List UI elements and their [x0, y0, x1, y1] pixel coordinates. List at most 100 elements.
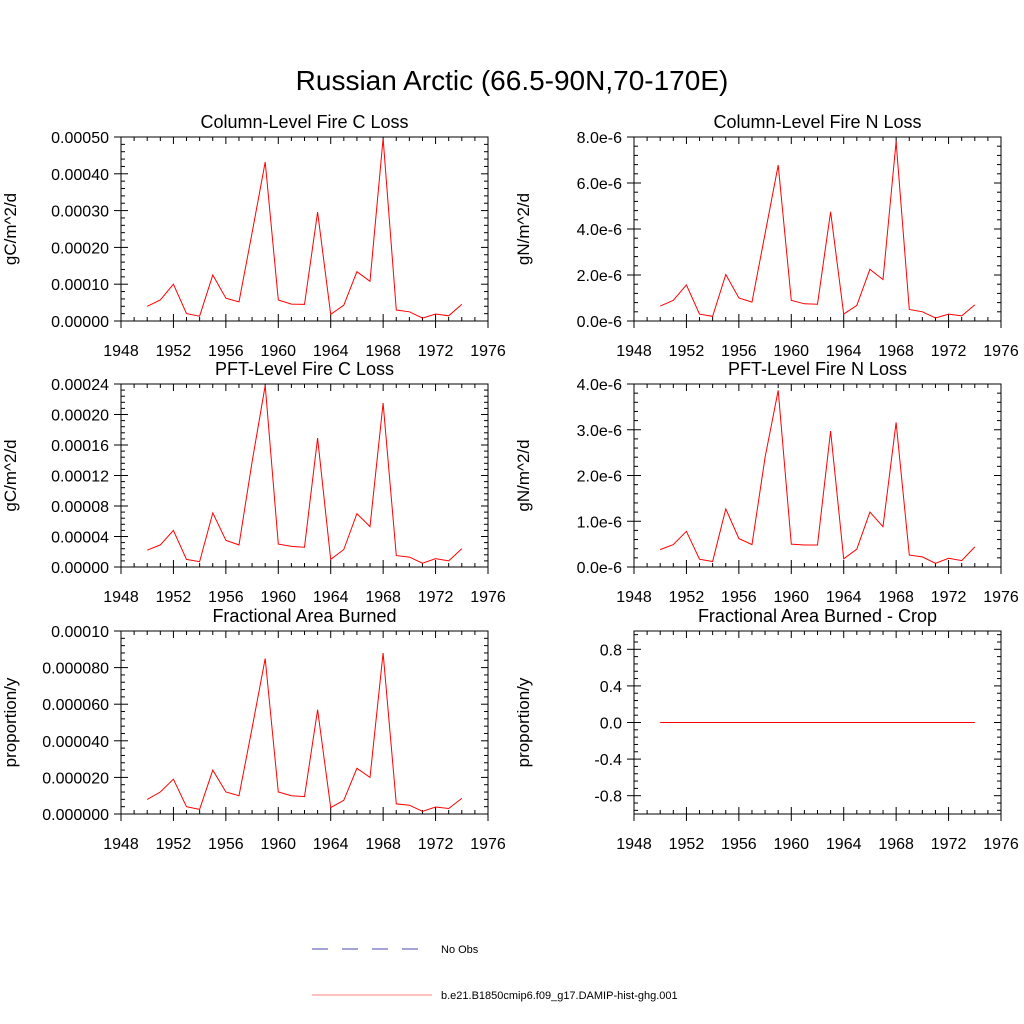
panels: Column-Level Fire C Loss gC/m^2/d 1948 1952…: [1, 112, 1019, 853]
x-tick-label: 1964: [313, 343, 349, 360]
x-tick-label: 1968: [878, 343, 914, 360]
x-tick-label: 1976: [470, 836, 506, 853]
legend-label-model: b.e21.B1850cmip6.f09_g17.DAMIP-hist-ghg.…: [441, 990, 678, 1002]
plot-frame: [633, 136, 1002, 322]
x-tick-label: 1948: [103, 589, 139, 606]
plot-frame: [120, 383, 489, 568]
legend-entry-no-obs: No Obs: [312, 944, 479, 956]
x-tick-label: 1960: [260, 343, 296, 360]
legend-label-no-obs: No Obs: [441, 944, 479, 956]
x-tick-label: 1956: [721, 836, 757, 853]
y-tick-label: 4.0e-6: [577, 222, 622, 239]
x-tick-label: 1956: [208, 836, 244, 853]
y-tick-label: 2.0e-6: [577, 469, 622, 486]
y-axis-label: gN/m^2/d: [514, 193, 533, 265]
x-tick-label: 1972: [418, 343, 454, 360]
y-tick-label: 0.00008: [51, 499, 109, 516]
x-tick-label: 1976: [470, 589, 506, 606]
x-tick-label: 1968: [878, 836, 914, 853]
x-tick-label: 1948: [616, 589, 652, 606]
y-tick-label: 3.0e-6: [577, 423, 622, 440]
y-tick-label: 0.00016: [51, 438, 109, 455]
panel-title: Column-Level Fire N Loss: [713, 112, 921, 132]
y-tick-label: 0.8: [600, 642, 622, 659]
y-tick-label: 0.0: [600, 716, 622, 733]
x-tick-label: 1964: [826, 589, 862, 606]
plot-frame: [120, 136, 489, 322]
panel-pft-level-fire-n-loss: PFT-Level Fire N Loss gN/m^2/d 1948 1952 195…: [514, 359, 1019, 606]
y-axis-label: proportion/y: [514, 677, 533, 767]
x-tick-label: 1952: [156, 589, 192, 606]
panel-fractional-area-burned: Fractional Area Burned proportion/y 1948 19…: [1, 606, 506, 853]
y-tick-label: 0.00010: [51, 277, 109, 294]
x-tick-label: 1948: [616, 343, 652, 360]
x-tick-label: 1976: [470, 343, 506, 360]
x-tick-label: 1956: [208, 343, 244, 360]
y-tick-label: 0.00040: [51, 167, 109, 184]
y-tick-label: 0.00000: [51, 560, 109, 577]
x-tick-label: 1972: [931, 836, 967, 853]
series-line: [146, 138, 463, 319]
figure-title: Russian Arctic (66.5-90N,70-170E): [296, 65, 729, 96]
panel-column-level-fire-c-loss: Column-Level Fire C Loss gC/m^2/d 1948 1952…: [1, 112, 506, 360]
series-line: [659, 141, 976, 319]
plot-frame: [120, 630, 489, 815]
y-tick-label: 2.0e-6: [577, 268, 622, 285]
plot-frame: [633, 383, 1002, 568]
x-tick-label: 1972: [418, 836, 454, 853]
panel-title: Fractional Area Burned - Crop: [698, 606, 937, 626]
y-tick-label: 0.000020: [42, 770, 109, 787]
y-tick-label: 0.000080: [42, 661, 109, 678]
panel-title: Column-Level Fire C Loss: [200, 112, 408, 132]
x-tick-label: 1952: [669, 343, 705, 360]
series-line: [146, 652, 463, 812]
x-tick-label: 1948: [103, 836, 139, 853]
y-axis-label: proportion/y: [1, 677, 20, 767]
y-tick-label: 0.00050: [51, 130, 109, 147]
x-tick-label: 1976: [983, 343, 1019, 360]
x-tick-label: 1952: [669, 589, 705, 606]
x-tick-label: 1952: [669, 836, 705, 853]
series-line: [147, 385, 463, 564]
x-tick-label: 1960: [260, 836, 296, 853]
y-tick-label: 0.00020: [51, 408, 109, 425]
y-tick-label: -0.4: [594, 752, 622, 769]
y-tick-label: 0.00020: [51, 240, 109, 257]
panel-column-level-fire-n-loss: Column-Level Fire N Loss gN/m^2/d 1948 1952…: [514, 112, 1019, 360]
y-axis-label: gC/m^2/d: [1, 439, 20, 511]
y-tick-label: -0.8: [594, 789, 622, 806]
panel-title: PFT-Level Fire C Loss: [215, 359, 394, 379]
x-tick-label: 1972: [931, 343, 967, 360]
x-tick-label: 1948: [103, 343, 139, 360]
panel-title: PFT-Level Fire N Loss: [728, 359, 907, 379]
x-tick-label: 1976: [983, 836, 1019, 853]
panel-fractional-area-burned-crop: Fractional Area Burned - Crop proportion/…: [514, 606, 1019, 853]
x-tick-label: 1964: [826, 836, 862, 853]
x-tick-label: 1956: [721, 343, 757, 360]
y-tick-label: 0.000000: [42, 807, 109, 824]
x-tick-label: 1956: [208, 589, 244, 606]
x-tick-label: 1960: [773, 343, 809, 360]
panel-pft-level-fire-c-loss: PFT-Level Fire C Loss gC/m^2/d 1948 1952 195…: [1, 359, 506, 606]
x-tick-label: 1972: [418, 589, 454, 606]
x-tick-label: 1964: [826, 343, 862, 360]
y-axis-label: gN/m^2/d: [514, 439, 533, 511]
x-tick-label: 1952: [156, 343, 192, 360]
x-tick-label: 1972: [931, 589, 967, 606]
y-tick-label: 6.0e-6: [577, 176, 622, 193]
x-tick-label: 1956: [721, 589, 757, 606]
x-tick-label: 1968: [365, 343, 401, 360]
series-line: [660, 390, 976, 564]
y-tick-label: 0.0e-6: [577, 314, 622, 331]
legend-entry-model: b.e21.B1850cmip6.f09_g17.DAMIP-hist-ghg.…: [312, 990, 678, 1002]
legend: No Obs b.e21.B1850cmip6.f09_g17.DAMIP-hi…: [312, 944, 678, 1002]
y-tick-label: 0.4: [600, 679, 622, 696]
x-tick-label: 1964: [313, 836, 349, 853]
y-tick-label: 0.00010: [51, 624, 109, 641]
panel-title: Fractional Area Burned: [212, 606, 396, 626]
y-tick-label: 8.0e-6: [577, 130, 622, 147]
x-tick-label: 1968: [878, 589, 914, 606]
x-tick-label: 1976: [983, 589, 1019, 606]
x-tick-label: 1968: [365, 836, 401, 853]
